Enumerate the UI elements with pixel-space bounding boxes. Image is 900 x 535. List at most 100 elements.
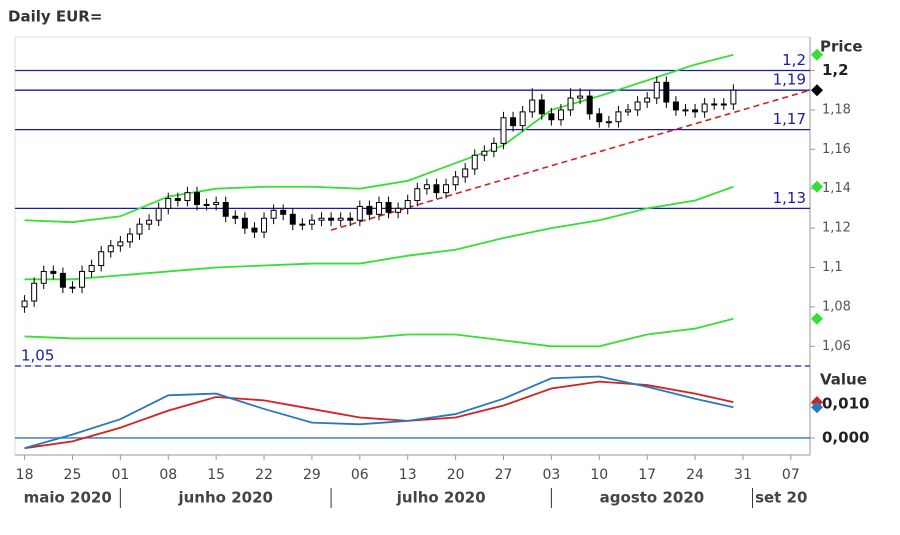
candle-body <box>720 103 727 106</box>
level-label: 1,13 <box>773 189 806 207</box>
candle-body <box>241 217 248 229</box>
x-tick-label: 03 <box>542 467 560 483</box>
y-tick-label: 1,18 <box>822 102 851 117</box>
candle-body <box>443 184 450 194</box>
candle-body <box>423 184 430 190</box>
x-tick-label: 13 <box>399 467 417 483</box>
y-tick-label: 1,12 <box>822 221 851 236</box>
month-label: agosto 2020 <box>600 489 705 507</box>
candle-body <box>289 213 296 225</box>
x-tick-label: 07 <box>782 467 800 483</box>
oscillator-line <box>24 375 734 450</box>
candle-body <box>481 150 488 156</box>
candle-body <box>462 168 469 178</box>
candle-body <box>548 113 555 121</box>
candle-body <box>347 217 354 221</box>
y2-tick-label: 0,010 <box>822 394 869 412</box>
candle-body <box>471 154 478 170</box>
candle-body <box>88 265 95 272</box>
candle-body <box>634 101 641 111</box>
candle-body <box>682 109 689 112</box>
x-tick-label: 24 <box>686 467 704 483</box>
x-tick-label: 29 <box>303 467 321 483</box>
candle-body <box>586 95 593 115</box>
candle-body <box>146 219 153 225</box>
candle-body <box>79 270 86 288</box>
candle-body <box>356 205 363 221</box>
candle-body <box>567 97 574 111</box>
level-label: 1,2 <box>782 51 806 69</box>
oscillator-end-marker <box>811 401 823 414</box>
candle-body <box>107 245 114 253</box>
candle-body <box>414 188 421 202</box>
candle-body <box>395 207 402 213</box>
level-label: 1,05 <box>21 347 54 365</box>
candle-body <box>730 89 737 105</box>
candle-body <box>644 97 651 103</box>
candle-body <box>174 198 181 202</box>
candle-body <box>318 217 325 221</box>
x-tick-label: 25 <box>64 467 82 483</box>
candle-body <box>538 99 545 115</box>
candle-body <box>452 176 459 186</box>
candle-body <box>59 272 66 288</box>
candle-body <box>251 227 258 233</box>
candle-body <box>672 101 679 111</box>
candle-body <box>50 270 57 274</box>
level-label: 1,19 <box>773 71 806 89</box>
oscillator-axis-label: Value <box>820 371 867 389</box>
band-line <box>24 317 734 348</box>
candle-body <box>510 117 517 127</box>
y-tick-label: 1,14 <box>822 181 851 196</box>
candle-body <box>213 201 220 205</box>
candle-body <box>385 201 392 213</box>
candle-body <box>692 109 699 113</box>
candle-body <box>366 205 373 215</box>
band-line <box>24 53 734 224</box>
candle-body <box>596 113 603 123</box>
candle-body <box>184 192 191 202</box>
candle-body <box>615 111 622 123</box>
candle-body <box>519 111 526 127</box>
candle-body <box>270 209 277 219</box>
x-tick-label: 27 <box>495 467 513 483</box>
band-line <box>24 185 734 281</box>
y-axis-label: Price <box>820 38 863 56</box>
candle-body <box>31 282 38 302</box>
candle-body <box>625 109 632 113</box>
band-end-marker <box>811 312 823 325</box>
x-tick-label: 31 <box>734 467 752 483</box>
level-label: 1,17 <box>773 110 806 128</box>
x-tick-label: 18 <box>16 467 34 483</box>
y-tick-label: 1,06 <box>822 339 851 354</box>
x-tick-label: 10 <box>590 467 608 483</box>
month-label: junho 2020 <box>177 489 272 507</box>
candle-body <box>433 184 440 194</box>
candle-body <box>299 223 306 226</box>
candle-body <box>40 270 47 284</box>
y-tick-label: 1,08 <box>822 299 851 314</box>
candle-body <box>117 241 124 247</box>
candle-body <box>328 217 335 221</box>
candle-body <box>193 192 200 205</box>
y-tick-label: 1,2 <box>822 61 849 79</box>
close-marker <box>811 84 823 97</box>
candle-body <box>701 103 708 113</box>
oscillator-line <box>24 380 734 450</box>
x-tick-label: 22 <box>255 467 273 483</box>
candle-body <box>165 198 172 209</box>
y2-tick-label: 0,000 <box>822 428 869 446</box>
trendline <box>330 89 811 231</box>
candle-body <box>21 300 28 308</box>
candle-body <box>69 286 76 289</box>
candle-body <box>232 215 239 219</box>
candle-body <box>308 219 315 225</box>
y-tick-label: 1,1 <box>822 260 843 275</box>
x-tick-label: 06 <box>351 467 369 483</box>
candle-body <box>203 203 210 206</box>
x-tick-label: 08 <box>159 467 177 483</box>
candle-body <box>605 121 612 124</box>
candle-body <box>663 81 670 103</box>
candle-body <box>577 95 584 99</box>
